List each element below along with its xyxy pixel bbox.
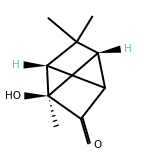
Text: HO: HO <box>5 91 21 101</box>
Polygon shape <box>98 45 121 53</box>
Text: H: H <box>124 44 132 54</box>
Polygon shape <box>23 61 47 69</box>
Polygon shape <box>24 92 48 100</box>
Text: O: O <box>94 140 102 150</box>
Text: H: H <box>12 60 20 70</box>
